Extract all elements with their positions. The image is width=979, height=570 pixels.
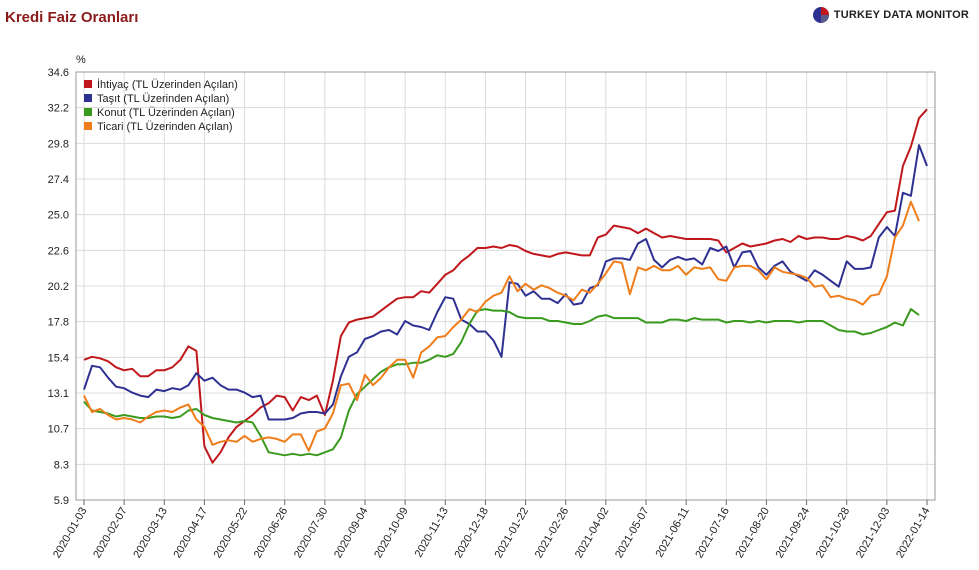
x-tick-label: 2020-01-03: [51, 506, 90, 561]
x-tick-label: 2021-04-02: [573, 506, 612, 561]
y-tick-label: 13.1: [48, 388, 69, 400]
y-tick-label: 22.6: [48, 245, 69, 257]
x-tick-label: 2021-01-22: [493, 506, 532, 561]
x-tick-label: 2020-04-17: [171, 506, 210, 561]
series-line-2: [83, 144, 928, 421]
legend: İhtiyaç (TL Üzerinden Açılan) Taşıt (TL Ü…: [84, 78, 238, 133]
series-line-4: [83, 200, 920, 452]
legend-label: Konut (TL Üzerinden Açılan): [97, 107, 235, 119]
y-tick-label: 32.2: [48, 103, 69, 115]
legend-swatch: [84, 122, 92, 130]
y-tick-label: 25.0: [48, 210, 69, 222]
x-tick-label: 2021-09-24: [774, 506, 813, 561]
x-tick-label: 2020-09-04: [332, 506, 371, 561]
y-tick-label: 20.2: [48, 281, 69, 293]
x-tick-label: 2021-07-16: [693, 506, 732, 561]
x-tick-label: 2021-02-26: [533, 506, 572, 561]
legend-label: Taşıt (TL Üzerinden Açılan): [97, 93, 229, 105]
x-tick-label: 2021-10-28: [814, 506, 853, 561]
series-line-1: [83, 108, 928, 464]
x-tick-label: 2021-06-11: [654, 506, 692, 560]
legend-swatch: [84, 80, 92, 88]
brand-pie-icon: [812, 7, 829, 23]
y-tick-label: 8.3: [54, 459, 69, 471]
series-line-3: [83, 308, 920, 457]
chart-title: Kredi Faiz Oranları: [5, 9, 139, 26]
x-tick-label: 2021-12-03: [854, 506, 893, 561]
x-tick-label: 2020-05-22: [212, 506, 251, 561]
x-tick-label: 2022-01-14: [894, 506, 933, 561]
brand-logo: TURKEY DATA MONITOR: [812, 6, 969, 24]
y-tick-label: 27.4: [48, 174, 69, 186]
x-tick-label: 2021-08-20: [733, 506, 772, 561]
y-axis-label: %: [76, 54, 86, 66]
y-tick-label: 29.8: [48, 138, 69, 150]
x-tick-label: 2020-02-07: [91, 506, 130, 561]
x-tick-label: 2020-10-09: [372, 506, 411, 561]
x-tick-label: 2020-11-13: [413, 506, 451, 560]
y-tick-label: 10.7: [48, 424, 69, 436]
brand-name: TURKEY DATA MONITOR: [833, 9, 969, 21]
x-tick-label: 2020-03-13: [131, 506, 170, 561]
legend-label: İhtiyaç (TL Üzerinden Açılan): [97, 78, 238, 91]
legend-label: Ticari (TL Üzerinden Açılan): [97, 121, 233, 133]
grid: [76, 72, 935, 500]
x-tick-label: 2020-12-18: [452, 506, 491, 561]
plot-frame: [75, 71, 936, 501]
y-tick-label: 5.9: [54, 495, 69, 507]
legend-swatch: [84, 94, 92, 102]
series-group: [83, 108, 928, 464]
x-tick-label: 2020-07-30: [292, 506, 331, 561]
axes: 34.6 32.2 29.8 27.4 25.0 22.6 20.2 17.8 15.4 13.1…: [48, 67, 933, 560]
y-tick-label: 15.4: [48, 352, 69, 364]
x-tick-label: 2020-06-26: [252, 506, 291, 561]
y-tick-label: 17.8: [48, 317, 69, 329]
legend-swatch: [84, 108, 92, 116]
x-tick-label: 2021-05-07: [613, 506, 652, 561]
y-tick-label: 34.6: [48, 67, 69, 79]
